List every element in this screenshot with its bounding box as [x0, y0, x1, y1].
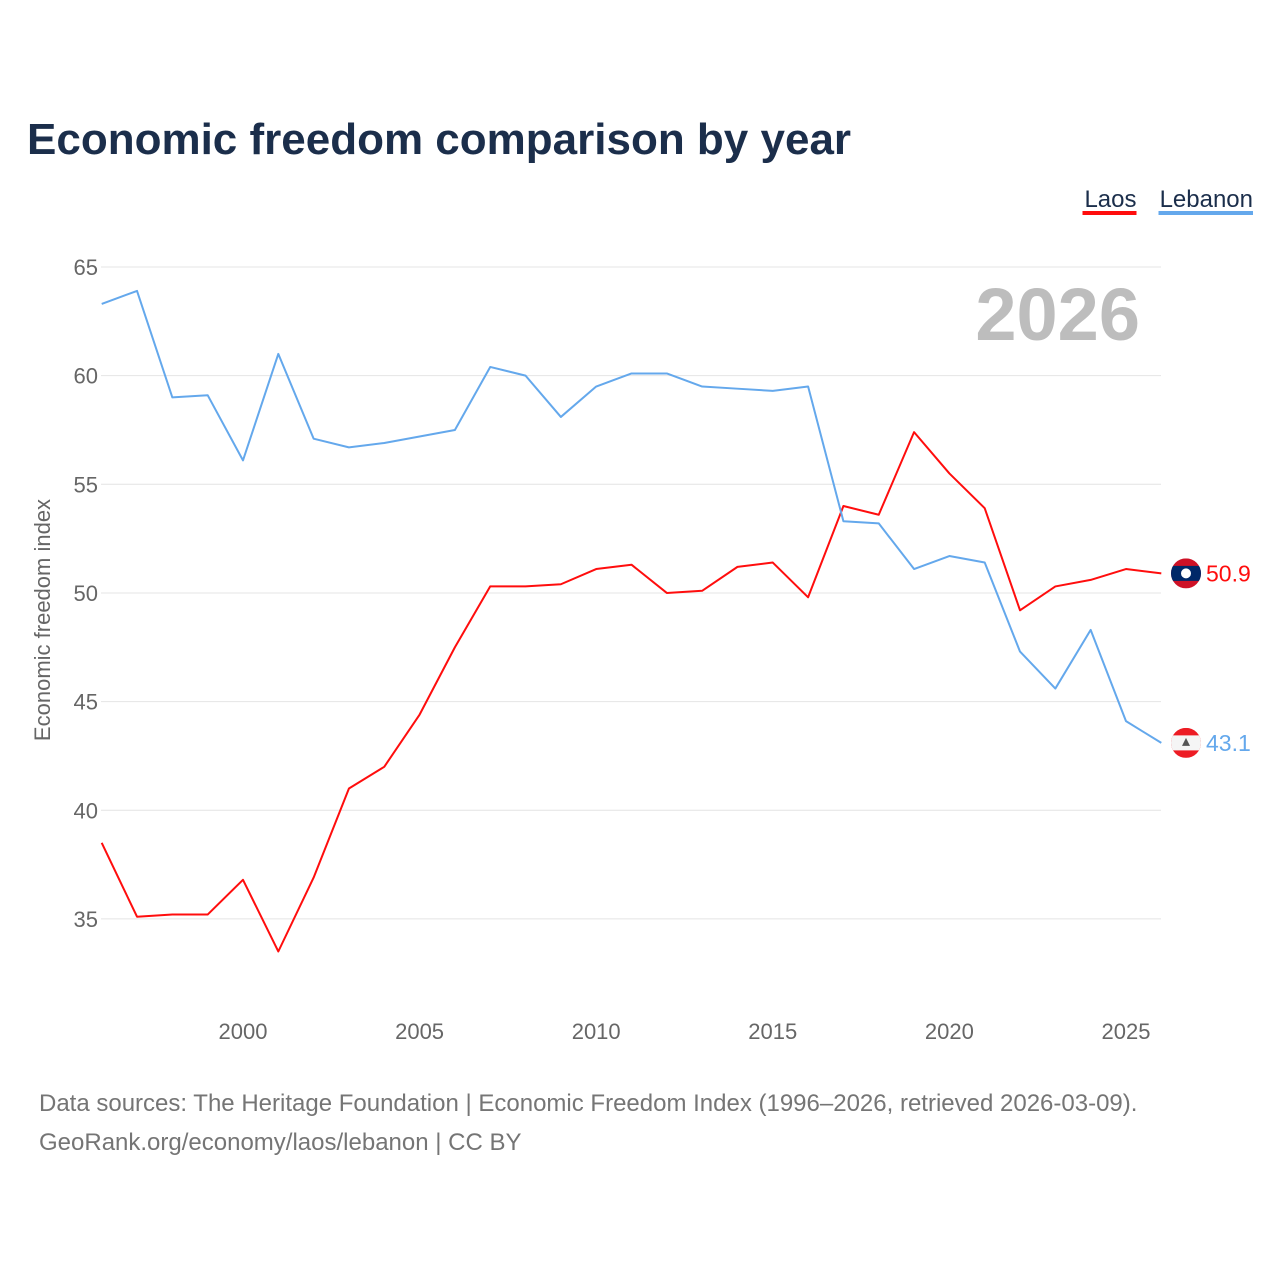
- series-lines: [100, 289, 1162, 953]
- year-watermark: 2026: [975, 273, 1140, 356]
- x-tick-label: 2020: [925, 1019, 974, 1044]
- legend-swatch-lebanon: [1158, 211, 1253, 215]
- series-line-laos: [100, 431, 1162, 953]
- flag-body: [1171, 727, 1201, 758]
- x-tick-label: 2025: [1102, 1019, 1151, 1044]
- flag-body: [1171, 558, 1201, 589]
- laos-flag-icon: [1171, 558, 1201, 589]
- footer-link[interactable]: GeoRank.org/economy/laos/lebanon | CC BY: [39, 1129, 522, 1156]
- x-tick-label: 2010: [572, 1019, 621, 1044]
- x-tick-label: 2015: [748, 1019, 797, 1044]
- y-tick-label: 65: [74, 255, 98, 280]
- legend-label-laos: Laos: [1084, 186, 1136, 213]
- end-value-lebanon: 43.1: [1206, 730, 1251, 756]
- y-tick-label: 40: [74, 798, 98, 823]
- x-tick-label: 2005: [395, 1019, 444, 1044]
- y-tick-label: 60: [74, 364, 98, 389]
- y-tick-label: 35: [74, 907, 98, 932]
- legend: Lebanon Laos: [1082, 186, 1253, 215]
- y-axis-label: Economic freedom index: [30, 499, 55, 741]
- y-tick-label: 55: [74, 472, 98, 497]
- chart-title: Economic freedom comparison by year: [27, 115, 851, 164]
- end-value-laos: 50.9: [1206, 560, 1251, 586]
- series-line-lebanon: [101, 289, 1162, 744]
- flag-moon: [1181, 568, 1191, 579]
- y-tick-label: 50: [74, 581, 98, 606]
- footer-source: Data sources: The Heritage Foundation | …: [39, 1090, 1137, 1117]
- gridlines: 35 40 45 50 55 60 65 2000 2005 2010 2015 2020 2025: [74, 255, 1161, 1044]
- legend-swatch-laos: [1082, 211, 1137, 215]
- legend-label-lebanon: Lebanon: [1160, 186, 1253, 213]
- end-labels: 50.9 43.1: [1171, 558, 1251, 758]
- cedar-icon: [1182, 737, 1190, 746]
- x-tick-label: 2000: [219, 1019, 268, 1044]
- lebanon-flag-icon: [1171, 727, 1201, 758]
- y-tick-label: 45: [74, 690, 98, 715]
